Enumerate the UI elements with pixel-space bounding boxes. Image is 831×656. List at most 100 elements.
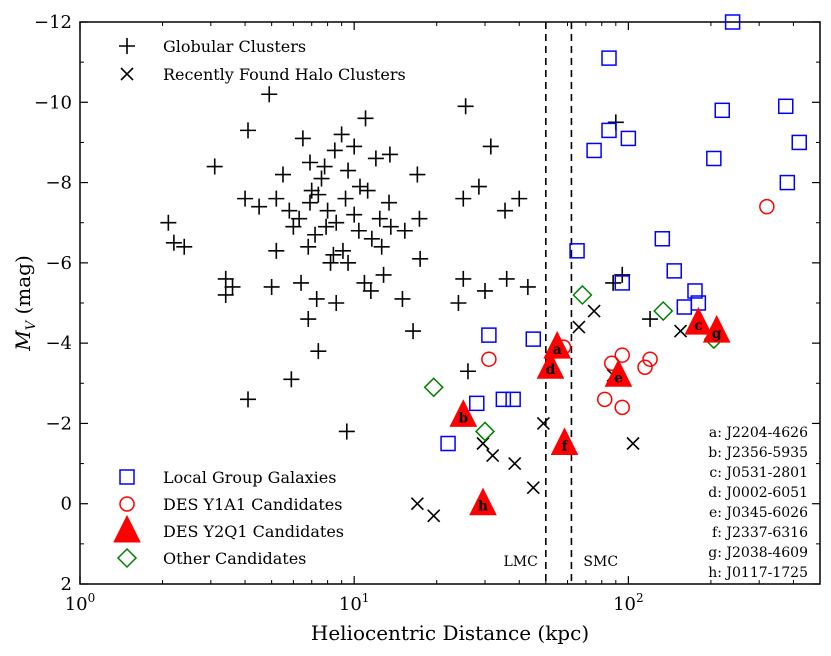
globular-point [334, 242, 351, 259]
globular-point [642, 311, 659, 328]
y1-point [614, 347, 630, 363]
globular-point [281, 202, 298, 219]
halo-point [572, 320, 586, 334]
globular-point [300, 311, 317, 328]
globular-point [359, 182, 376, 199]
halo-point [626, 436, 640, 451]
y1-point [614, 399, 630, 416]
globular-point [381, 194, 398, 211]
globular-point [340, 162, 357, 179]
y1-point [596, 391, 613, 408]
globular-point [217, 286, 234, 303]
data-points: h b da f e cg [160, 14, 807, 523]
lgg-point [687, 283, 703, 299]
y-tick-label: −8 [45, 173, 72, 194]
candidate-letter: e [614, 370, 623, 386]
globular-point [367, 150, 384, 167]
globular-point [457, 98, 474, 115]
y1-point [481, 351, 497, 367]
y2-candidate-e [604, 359, 633, 387]
candidate-letter: a [553, 342, 562, 358]
globular-point [237, 190, 254, 207]
x-axis-label: Heliocentric Distance (kpc) [311, 621, 589, 645]
candidate-letter: c [694, 318, 703, 334]
y1-point [642, 351, 658, 367]
globular-point [293, 274, 310, 291]
globular-point [346, 206, 363, 223]
lgg-point [666, 263, 682, 279]
lgg-point [469, 395, 485, 412]
globular-point [396, 222, 413, 239]
candidate-id-entry: e: J0345-6026 [709, 505, 808, 521]
lgg-point [714, 102, 730, 119]
legend-label: Globular Clusters [163, 37, 306, 56]
globular-point [318, 218, 335, 235]
lgg-point [791, 134, 807, 151]
other-point [653, 300, 674, 322]
vline-label: SMC [583, 554, 618, 570]
globular-point [268, 242, 285, 259]
lgg-point [495, 391, 512, 408]
globular-point [511, 190, 528, 207]
globular-point [176, 238, 193, 255]
legend-top: Globular Clusters Recently Found Halo Clu… [119, 37, 406, 84]
globular-point [373, 238, 390, 255]
globular-point [476, 282, 493, 299]
globular-point [333, 126, 350, 143]
y2-candidate-g [702, 314, 731, 343]
y2-candidate-h [469, 487, 497, 516]
globular-point [240, 391, 257, 408]
globular-point [459, 363, 476, 380]
halo-point [587, 304, 601, 318]
globular-point [519, 278, 536, 295]
globular-point [605, 274, 622, 291]
globular-point [303, 182, 320, 199]
globular-point [412, 250, 429, 267]
legend-label: DES Y1A1 Candidates [163, 495, 342, 514]
halo-point [410, 497, 424, 511]
candidate-id-entry: a: J2204-4626 [709, 425, 808, 441]
globular-point [206, 158, 223, 175]
y2-candidate-d [536, 351, 565, 379]
x-tick-label: 101 [339, 591, 370, 615]
legend-marker-y1 [119, 496, 135, 512]
globular-point [313, 170, 330, 187]
globular-point [274, 166, 291, 183]
globular-point [322, 254, 339, 271]
lgg-point [586, 142, 602, 159]
globular-point [614, 266, 631, 283]
globular-point [356, 274, 373, 291]
globular-point [371, 210, 388, 227]
globular-point [301, 154, 318, 171]
candidate-letter: f [562, 439, 569, 455]
candidate-id-list: a: J2204-4626 b: J2356-5935 c: J0531-2801 d… [708, 425, 808, 581]
globular-point [470, 178, 487, 195]
y2-candidate-a [543, 331, 571, 359]
lgg-point [505, 391, 521, 408]
globular-point [450, 295, 467, 311]
globular-point [307, 226, 324, 243]
globular-point [497, 202, 514, 219]
globular-point [263, 278, 280, 295]
y2-candidate-c [684, 306, 713, 335]
globular-point [268, 190, 285, 207]
y-tick-label: 2 [61, 574, 72, 595]
lgg-point [601, 122, 617, 139]
y1-point [759, 198, 775, 215]
legend-bottom: Local Group Galaxies DES Y1A1 Candidates D… [113, 468, 344, 569]
globular-point [346, 138, 363, 155]
globular-point [319, 202, 336, 219]
other-point [572, 284, 593, 306]
candidate-id-entry: h: J0117-1725 [708, 565, 808, 581]
lgg-point [481, 327, 497, 343]
legend-marker-other [116, 547, 138, 569]
globular-point [382, 218, 399, 235]
y-tick-label: 0 [61, 494, 72, 515]
halo-point [536, 416, 550, 430]
globular-point [455, 190, 472, 207]
globular-point [283, 371, 300, 388]
globular-point [326, 142, 343, 159]
reference-lines: LMC SMC [503, 22, 618, 584]
